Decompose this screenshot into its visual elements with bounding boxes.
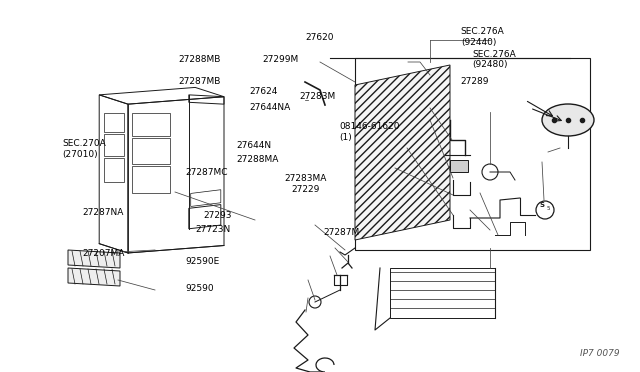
Text: 27293: 27293: [204, 211, 232, 220]
Text: 5: 5: [547, 206, 550, 211]
Text: 92590: 92590: [186, 284, 214, 293]
Polygon shape: [68, 268, 120, 286]
Text: 27287MC: 27287MC: [186, 169, 228, 177]
Text: SEC.270A
(27010): SEC.270A (27010): [63, 139, 106, 158]
Text: 27644N: 27644N: [237, 141, 272, 150]
Polygon shape: [355, 65, 450, 240]
Text: 27624: 27624: [250, 87, 278, 96]
Text: 27229: 27229: [291, 185, 319, 194]
Text: S: S: [540, 202, 545, 208]
Text: 27299M: 27299M: [262, 55, 299, 64]
Text: 27644NA: 27644NA: [250, 103, 291, 112]
Text: 27723N: 27723N: [195, 225, 230, 234]
Ellipse shape: [542, 104, 594, 136]
Text: 27207MA: 27207MA: [82, 249, 124, 258]
Text: 27287MB: 27287MB: [178, 77, 220, 86]
Text: 27283M: 27283M: [300, 92, 336, 101]
Text: 27620: 27620: [306, 33, 334, 42]
Text: 92590E: 92590E: [186, 257, 220, 266]
Text: 27289: 27289: [461, 77, 490, 86]
Text: 27287M: 27287M: [323, 228, 360, 237]
Polygon shape: [68, 250, 120, 268]
Text: IP7 0079: IP7 0079: [580, 349, 620, 358]
Text: SEC.276A
(92480): SEC.276A (92480): [472, 50, 516, 69]
Text: 08146-61620
(1): 08146-61620 (1): [339, 122, 400, 142]
Text: 27288MB: 27288MB: [178, 55, 220, 64]
Text: SEC.276A
(92440): SEC.276A (92440): [461, 28, 504, 47]
Text: 27283MA: 27283MA: [285, 174, 327, 183]
Text: 27288MA: 27288MA: [237, 155, 279, 164]
Bar: [450, 160, 468, 172]
Text: 27287NA: 27287NA: [82, 208, 124, 217]
